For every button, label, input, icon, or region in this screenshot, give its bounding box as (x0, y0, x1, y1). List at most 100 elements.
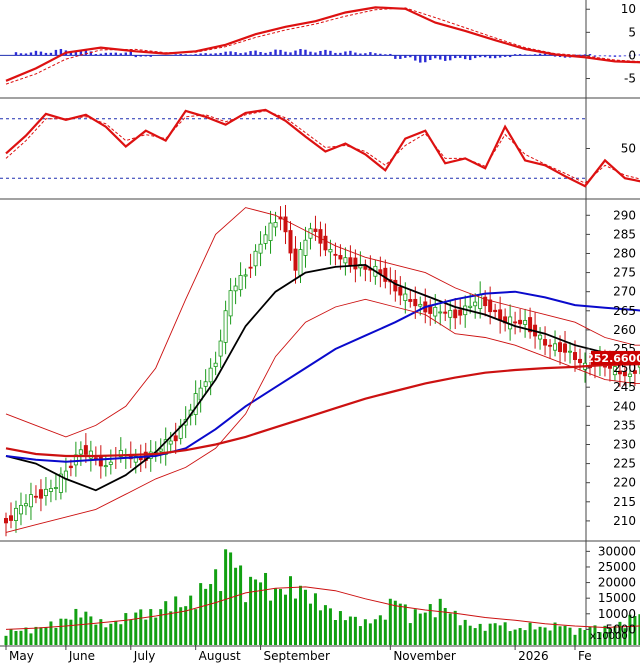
volume-bar (219, 591, 222, 645)
volume-tick-label: 30000 (598, 544, 636, 558)
volume-bar (544, 628, 547, 645)
volume-bar (324, 605, 327, 645)
volume-bar (409, 623, 412, 645)
macd-histogram-bar (279, 50, 281, 56)
price-candle-body (538, 335, 541, 339)
macd-histogram-bar (135, 55, 137, 57)
macd-histogram-bar (624, 55, 626, 56)
rsi-tick-label: 50 (621, 142, 636, 156)
macd-histogram-bar (199, 53, 201, 55)
macd-histogram-bar (464, 55, 466, 59)
price-candle-body (314, 229, 317, 232)
volume-bar (154, 618, 157, 645)
volume-bar (179, 607, 182, 645)
volume-bar (214, 569, 217, 645)
volume-bar (254, 579, 257, 645)
price-candle-body (94, 458, 97, 459)
price-candle-body (289, 231, 292, 253)
macd-histogram-bar (514, 54, 516, 55)
price-tick-label: 220 (613, 476, 636, 490)
volume-bar (559, 626, 562, 645)
volume-bar (124, 613, 127, 645)
macd-histogram-bar (459, 55, 461, 57)
macd-histogram-bar (329, 51, 331, 56)
macd-histogram-bar (20, 53, 22, 55)
price-candle-body (49, 488, 52, 491)
macd-histogram-bar (40, 52, 42, 56)
price-candle-body (454, 310, 457, 318)
macd-histogram-bar (209, 54, 211, 56)
macd-histogram-bar (194, 54, 196, 55)
price-candle-body (354, 258, 357, 269)
macd-histogram-bar (384, 54, 386, 55)
price-candle-body (553, 344, 556, 350)
macd-histogram-bar (359, 54, 361, 56)
volume-bar (24, 628, 27, 645)
macd-histogram-bar (619, 55, 621, 56)
volume-bar (439, 599, 442, 645)
x-tick-label: Fe (578, 649, 592, 663)
macd-histogram-bar (175, 54, 177, 55)
macd-histogram-bar (55, 50, 57, 56)
price-candle-body (84, 446, 87, 455)
price-tick-label: 275 (613, 266, 636, 280)
price-candle-body (194, 394, 197, 415)
volume-bar (204, 589, 207, 645)
price-candle-body (34, 496, 37, 497)
volume-bar (299, 586, 302, 645)
price-candle-body (19, 505, 22, 513)
volume-bar (199, 583, 202, 645)
macd-histogram-bar (394, 55, 396, 58)
macd-histogram-bar (529, 55, 531, 56)
macd-histogram-bar (319, 51, 321, 55)
volume-bar (104, 627, 107, 645)
macd-histogram-bar (419, 55, 421, 62)
volume-bar (339, 611, 342, 645)
volume-bar (569, 628, 572, 645)
price-candle-body (9, 516, 12, 521)
volume-bar (564, 626, 567, 645)
volume-bar (414, 609, 417, 645)
macd-histogram-bar (599, 55, 601, 56)
volume-bar (29, 633, 32, 645)
volume-bar (59, 619, 62, 645)
price-candle-body (54, 488, 57, 489)
macd-histogram-bar (399, 55, 401, 59)
price-candle-body (444, 312, 447, 313)
volume-bar (239, 565, 242, 645)
macd-histogram-bar (145, 55, 147, 56)
price-tick-label: 290 (613, 208, 636, 222)
macd-histogram-bar (35, 51, 37, 56)
price-candle-body (519, 320, 522, 324)
macd-histogram-bar (614, 55, 616, 56)
x-tick-label: June (68, 649, 95, 663)
price-tick-label: 240 (613, 399, 636, 413)
price-candle-body (24, 504, 27, 506)
price-candle-body (394, 280, 397, 291)
volume-bar (184, 606, 187, 645)
macd-tick-label: 5 (628, 25, 636, 39)
price-candle-body (254, 251, 257, 266)
macd-histogram-bar (449, 55, 451, 60)
price-candle-body (399, 287, 402, 295)
macd-histogram-bar (125, 53, 127, 56)
macd-tick-label: 0 (628, 48, 636, 62)
macd-histogram-bar (110, 53, 112, 56)
volume-bar (359, 626, 362, 645)
volume-bar (9, 630, 12, 645)
price-candle-body (104, 466, 107, 467)
x-tick-label: August (199, 649, 241, 663)
macd-histogram-bar (309, 52, 311, 56)
macd-histogram-bar (604, 55, 606, 56)
macd-histogram-bar (184, 54, 186, 55)
macd-histogram-bar (479, 55, 481, 57)
price-candle-body (344, 258, 347, 263)
volume-bar (49, 621, 52, 645)
volume-bar (583, 630, 586, 645)
price-candle-body (349, 258, 352, 266)
volume-bar (469, 626, 472, 645)
price-candle-body (543, 339, 546, 345)
price-candle-body (219, 341, 222, 356)
